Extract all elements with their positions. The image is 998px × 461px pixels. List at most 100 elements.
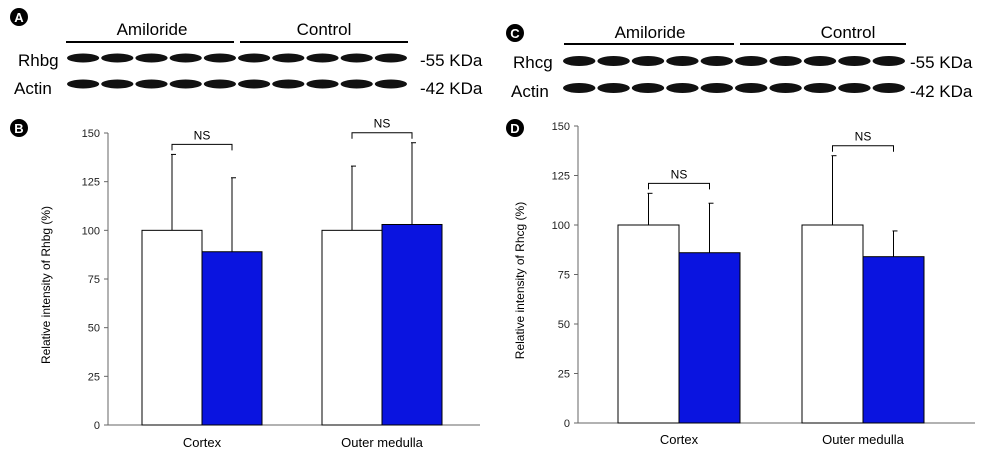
panel-a-band-row1-lane6: [238, 53, 271, 63]
panel-a-band-row2-lane10: [374, 79, 407, 89]
panel-d-bar-amiloride-1: [617, 224, 680, 424]
panel-c-band-row2-lane9: [838, 83, 871, 93]
panel-c-band-row2-lane5: [700, 83, 733, 93]
panel-c-row-actin: Actin: [511, 82, 549, 101]
panel-c-band-row1-lane8: [803, 56, 837, 66]
panel-d-bar-control-1: [678, 252, 741, 424]
panel-b-significance-label-2: NS: [374, 117, 391, 131]
panel-d-category-label-2: Outer medulla: [822, 432, 904, 447]
panel-d-significance-label-2: NS: [855, 130, 872, 144]
panel-b-y-axis-label: Relative intensity of Rhbg (%): [39, 206, 53, 364]
panel-d-y-tick-label: 125: [552, 171, 570, 183]
panel-b-plot: 0 25 50 75 100 125 150 Relative intensity of Rh…: [39, 117, 480, 450]
panel-a-band-row1-lane3: [135, 53, 168, 63]
panel-b-bar-amiloride-2: [321, 229, 383, 426]
panel-a-badge: [10, 8, 28, 26]
panel-a-band-row2-lane9: [340, 79, 373, 89]
panel-a-band-row2-lane4: [169, 79, 202, 89]
panel-b-bar-control-1: [201, 251, 263, 426]
panel-a-bands: [67, 53, 407, 89]
panel-c-band-row1-lane7: [769, 56, 802, 66]
panel-c-band-row1-lane3: [631, 56, 665, 66]
panel-c-band-row1-lane1: [563, 56, 596, 66]
panel-b-significance-bracket-2: [351, 132, 413, 139]
panel-d-significance-bracket-1: [648, 182, 710, 190]
panel-a-band-row2-lane3: [135, 79, 168, 89]
panel-b-category-label-2: Outer medulla: [341, 435, 423, 450]
panel-c-group-amiloride: Amiloride: [615, 23, 686, 42]
panel-c-badge: [506, 24, 524, 42]
panel-a-row-rhbg: Rhbg: [18, 51, 59, 70]
panel-d-chart: D 0 25 50 75 100 125 150 Relative intensity of …: [506, 119, 975, 447]
panel-b-y-tick-label: 150: [82, 128, 100, 140]
panel-b-significance-bracket-1: [171, 143, 233, 151]
panel-c-band-row1-lane6: [735, 56, 768, 66]
panel-c-letter: C: [510, 26, 520, 41]
panel-a-kda-42: -42 KDa: [420, 79, 483, 98]
panel-c-band-row1-lane10: [872, 56, 905, 66]
panel-a-group-control: Control: [297, 20, 352, 39]
panel-c-band-row1-lane2: [597, 56, 630, 66]
panel-b-y-tick-label: 75: [88, 274, 100, 286]
panel-d-bar-amiloride-2: [801, 224, 864, 424]
panel-c-band-row2-lane1: [563, 83, 596, 93]
panel-d-badge: [506, 119, 524, 137]
panel-d-y-tick-label: 0: [564, 418, 570, 430]
panel-a-blot: A Amiloride Control Rhbg Actin -55 KDa -…: [10, 8, 483, 98]
panel-d-y-tick-label: 50: [558, 319, 570, 331]
panel-d-plot: 0 25 50 75 100 125 150 Relative intensity of Rh…: [513, 121, 975, 447]
panel-d-significance-bracket-2: [832, 145, 894, 152]
panel-b-y-tick-label: 0: [94, 420, 100, 432]
panel-a-band-row1-lane4: [169, 53, 202, 63]
panel-b-y-tick-label: 100: [82, 225, 100, 237]
panel-d-y-tick-label: 75: [558, 270, 570, 282]
panel-a-band-row2-lane8: [306, 79, 339, 89]
panel-c-kda-42: -42 KDa: [910, 82, 973, 101]
panel-c-band-row2-lane3: [631, 83, 665, 93]
panel-a-band-row2-lane7: [272, 79, 305, 89]
panel-b-badge: [10, 119, 28, 137]
panel-c-band-row1-lane9: [838, 56, 871, 66]
panel-a-band-row1-lane5: [203, 53, 236, 63]
panel-a-band-row1-lane7: [272, 53, 305, 63]
panel-c-band-row1-lane5: [700, 56, 733, 66]
panel-a-letter: A: [14, 10, 24, 25]
panel-a-band-row1-lane10: [374, 53, 407, 63]
panel-b-y-tick-label: 25: [88, 371, 100, 383]
panel-a-band-row1-lane2: [101, 53, 134, 63]
panel-d-y-axis-label: Relative intensity of Rhcg (%): [513, 202, 527, 359]
panel-d-significance-label-1: NS: [671, 167, 688, 181]
panel-c-blot: C Amiloride Control Rhcg Actin -55 KDa -…: [506, 23, 973, 101]
panel-a-band-row1-lane8: [306, 53, 339, 63]
panel-a-band-row1-lane1: [67, 53, 100, 63]
panel-d-bar-control-2: [862, 256, 925, 424]
panel-a-kda-55: -55 KDa: [420, 51, 483, 70]
panel-a-band-row2-lane1: [67, 79, 100, 89]
panel-a-band-row1-lane9: [340, 53, 373, 63]
panel-b-chart: B 0 25 50 75 100 125 150 Relative intensity of …: [10, 117, 480, 450]
panel-a-group-amiloride: Amiloride: [117, 20, 188, 39]
panel-d-category-label-1: Cortex: [660, 432, 699, 447]
panel-c-band-row2-lane2: [597, 83, 630, 93]
panel-b-letter: B: [14, 121, 23, 136]
panel-a-band-row2-lane2: [101, 79, 134, 89]
panel-c-kda-55: -55 KDa: [910, 53, 973, 72]
panel-c-band-row2-lane4: [666, 83, 699, 93]
panel-d-y-tick-label: 100: [552, 220, 570, 232]
panel-c-band-row2-lane10: [872, 83, 905, 93]
panel-a-band-row2-lane5: [203, 79, 236, 89]
panel-c-band-row2-lane7: [769, 83, 802, 93]
panel-b-significance-label-1: NS: [194, 128, 211, 142]
panel-d-y-tick-label: 150: [552, 121, 570, 133]
panel-b-category-label-1: Cortex: [183, 435, 222, 450]
panel-c-row-rhcg: Rhcg: [513, 53, 553, 72]
panel-c-band-row1-lane4: [666, 56, 699, 66]
panel-b-y-tick-label: 50: [88, 323, 100, 335]
panel-b-bar-amiloride-1: [141, 229, 203, 426]
panel-b-bar-control-2: [381, 223, 443, 426]
panel-a-row-actin: Actin: [14, 79, 52, 98]
panel-c-band-row2-lane8: [803, 83, 837, 93]
panel-c-group-control: Control: [821, 23, 876, 42]
panel-c-bands: [563, 56, 905, 93]
